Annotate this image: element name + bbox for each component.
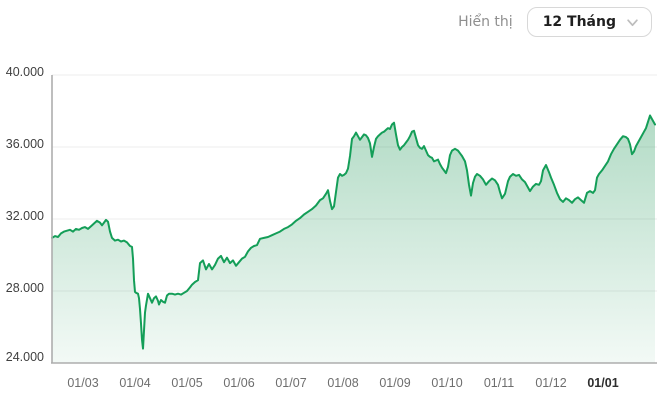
y-axis-label: 36.000 <box>5 137 44 151</box>
x-axis-label: 01/12 <box>535 376 567 390</box>
x-axis-label: 01/06 <box>223 376 255 390</box>
x-axis-label: 01/09 <box>379 376 411 390</box>
display-label: Hiển thị <box>458 14 513 30</box>
price-area <box>52 115 655 363</box>
range-selector-dropdown[interactable]: 12 Tháng <box>526 7 652 37</box>
x-axis-label: 01/04 <box>119 376 151 390</box>
x-axis-label: 01/05 <box>171 376 203 390</box>
x-axis-label: 01/10 <box>431 376 463 390</box>
x-axis-label: 01/11 <box>483 376 515 390</box>
range-selector-value: 12 Tháng <box>542 14 616 30</box>
x-axis-label: 01/03 <box>67 376 99 390</box>
chart-toolbar: Hiển thị 12 Tháng <box>0 0 652 44</box>
y-axis-label: 24.000 <box>5 350 44 364</box>
x-axis-label: 01/08 <box>327 376 359 390</box>
chevron-down-icon <box>627 18 638 26</box>
x-axis-label: 01/01 <box>587 376 619 390</box>
y-axis-label: 32.000 <box>5 209 44 223</box>
price-line <box>51 114 656 350</box>
x-axis-label: 01/07 <box>275 376 307 390</box>
y-axis-label: 40.000 <box>5 65 44 79</box>
y-axis-label: 28.000 <box>5 281 44 295</box>
